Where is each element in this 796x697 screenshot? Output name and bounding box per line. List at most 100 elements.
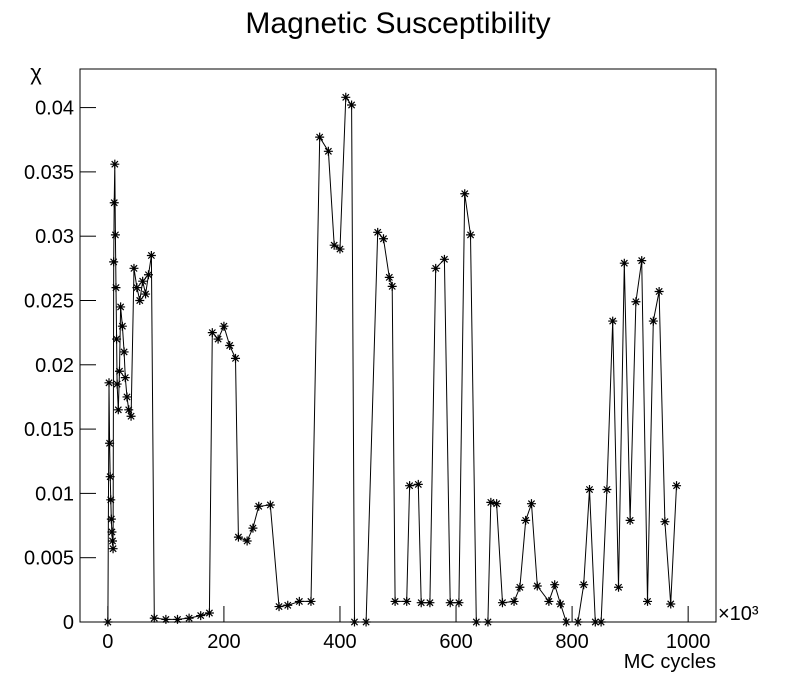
point-marker <box>532 581 542 591</box>
point-marker <box>561 617 571 627</box>
point-marker <box>544 596 554 606</box>
y-tick-label: 0.015 <box>24 419 74 441</box>
point-marker <box>643 596 653 606</box>
y-tick-label: 0.005 <box>24 548 74 570</box>
point-marker <box>466 230 476 240</box>
point-marker <box>254 501 264 511</box>
x-tick-label: 400 <box>323 631 356 653</box>
x-tick-label: 200 <box>207 631 240 653</box>
y-tick-label: 0.035 <box>24 162 74 184</box>
point-marker <box>105 472 115 482</box>
point-marker <box>405 481 415 491</box>
point-marker <box>460 189 470 199</box>
point-marker <box>619 258 629 268</box>
point-marker <box>196 611 206 621</box>
point-marker <box>387 281 397 291</box>
point-marker <box>425 598 435 608</box>
point-marker <box>105 438 115 448</box>
point-marker <box>445 598 455 608</box>
point-marker <box>143 270 153 280</box>
point-marker <box>141 289 151 299</box>
point-marker <box>116 302 126 312</box>
point-marker <box>373 227 383 237</box>
point-marker <box>119 347 129 357</box>
point-marker <box>146 250 156 260</box>
point-marker <box>106 495 116 505</box>
x-axis-label: MC cycles <box>624 651 716 673</box>
point-marker <box>454 598 464 608</box>
point-marker <box>219 321 229 331</box>
point-marker <box>361 617 371 627</box>
point-marker <box>625 515 635 525</box>
point-marker <box>521 515 531 525</box>
point-marker <box>648 316 658 326</box>
point-marker <box>117 321 127 331</box>
x-multiplier: ×10³ <box>718 603 759 625</box>
point-marker <box>596 617 606 627</box>
point-marker <box>608 316 618 326</box>
point-marker <box>242 536 252 546</box>
point-marker <box>306 596 316 606</box>
y-axis-label: χ <box>30 60 42 85</box>
point-marker <box>390 596 400 606</box>
chart-title: Magnetic Susceptibility <box>245 7 550 40</box>
point-marker <box>315 132 325 142</box>
point-marker <box>265 500 275 510</box>
point-marker <box>126 411 136 421</box>
point-marker <box>106 514 116 524</box>
point-marker <box>207 328 217 338</box>
point-marker <box>509 596 519 606</box>
point-marker <box>231 353 241 363</box>
x-tick-label: 0 <box>102 631 113 653</box>
point-marker <box>120 373 130 383</box>
point-marker <box>110 230 120 240</box>
point-marker <box>602 485 612 495</box>
point-marker <box>515 582 525 592</box>
point-marker <box>204 608 214 618</box>
point-marker <box>660 517 670 527</box>
point-marker <box>486 497 496 507</box>
point-marker <box>672 481 682 491</box>
point-marker <box>637 256 647 266</box>
y-tick-label: 0.03 <box>35 226 74 248</box>
x-tick-label: 800 <box>555 631 588 653</box>
point-marker <box>213 334 223 344</box>
point-marker <box>584 485 594 495</box>
point-marker <box>492 499 502 509</box>
point-marker <box>108 544 118 554</box>
point-marker <box>294 596 304 606</box>
point-marker <box>323 146 333 156</box>
point-marker <box>274 602 284 612</box>
point-marker <box>149 613 159 623</box>
point-marker <box>654 286 664 296</box>
point-marker <box>107 536 117 546</box>
point-marker <box>416 598 426 608</box>
point-marker <box>103 617 113 627</box>
point-marker <box>526 499 536 509</box>
point-marker <box>666 599 676 609</box>
point-marker <box>107 527 117 537</box>
point-marker <box>590 617 600 627</box>
point-marker <box>483 617 493 627</box>
point-marker <box>413 479 423 489</box>
y-tick-label: 0.025 <box>24 290 74 312</box>
point-marker <box>138 276 148 286</box>
plot-frame <box>79 68 717 623</box>
point-marker <box>471 617 481 627</box>
y-tick-label: 0.04 <box>35 98 74 120</box>
point-marker <box>347 100 357 110</box>
point-marker <box>104 378 114 388</box>
point-marker <box>135 295 145 305</box>
point-marker <box>110 159 120 169</box>
point-marker <box>329 240 339 250</box>
point-marker <box>184 613 194 623</box>
point-marker <box>614 582 624 592</box>
point-marker <box>161 614 171 624</box>
point-marker <box>431 263 441 273</box>
point-marker <box>378 234 388 244</box>
point-marker <box>111 283 121 293</box>
point-marker <box>631 297 641 307</box>
x-tick-label: 1000 <box>666 631 711 653</box>
